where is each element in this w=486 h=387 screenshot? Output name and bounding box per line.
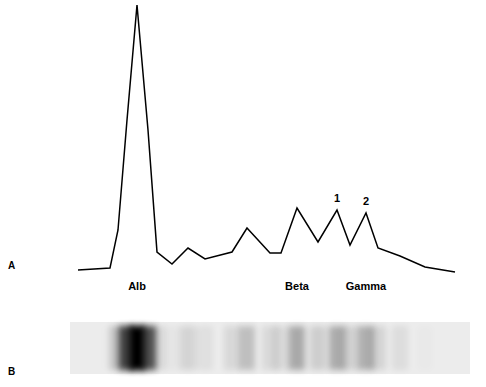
svg-text:1: 1 [334, 192, 340, 204]
html-text:B: B [8, 366, 16, 377]
svg-text:Alb: Alb [128, 280, 146, 292]
svg-text:Gamma: Gamma [346, 280, 387, 292]
svg-text:Beta: Beta [285, 280, 310, 292]
html-text:A: A [8, 260, 16, 271]
svg-text:2: 2 [363, 195, 369, 207]
